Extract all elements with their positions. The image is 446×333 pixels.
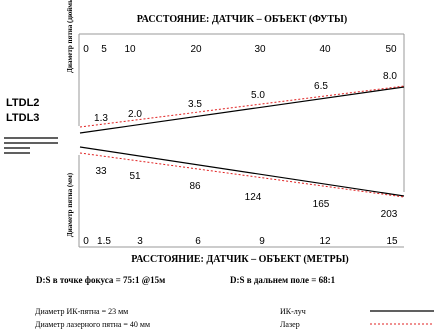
spot-inch-6: 8.0: [383, 71, 397, 82]
spot-mm-5: 165: [313, 199, 330, 210]
scale-feet-20: 20: [190, 44, 202, 55]
spot-mm-3: 86: [189, 181, 201, 192]
scale-meters-6: 6: [195, 236, 201, 247]
axis-label-inches: Диаметр пятна (дюймы): [66, 0, 74, 73]
title-feet: РАССТОЯНИЕ: ДАТЧИК – ОБЪЕКТ (ФУТЫ): [137, 14, 347, 25]
scale-feet-30: 30: [254, 44, 266, 55]
spot-inch-3: 3.5: [188, 99, 202, 110]
legend-ir-label: ИК-луч: [280, 307, 306, 316]
spot-inch-1: 1.3: [94, 113, 108, 124]
laser-beam-upper: [79, 85, 405, 128]
legend-ir-diameter: Диаметр ИК-пятна = 23 мм: [35, 307, 128, 316]
spot-inch-2: 2.0: [128, 109, 142, 120]
title-meters: РАССТОЯНИЕ: ДАТЧИК – ОБЪЕКТ (МЕТРЫ): [131, 254, 348, 265]
scale-meters-1-5: 1.5: [97, 236, 111, 247]
spot-inch-5: 6.5: [314, 81, 328, 92]
model-label-ltdl3: LTDL3: [6, 112, 39, 124]
scale-meters-12: 12: [319, 236, 331, 247]
ratio-focus: D:S в точке фокуса = 75:1 @15м: [36, 275, 165, 285]
model-label-ltdl2: LTDL2: [6, 97, 39, 109]
scale-feet-0: 0: [83, 44, 89, 55]
scale-meters-15: 15: [386, 236, 398, 247]
scale-feet-40: 40: [319, 44, 331, 55]
scale-meters-9: 9: [259, 236, 265, 247]
spot-inch-4: 5.0: [251, 90, 265, 101]
ratio-far-field: D:S в дальнем поле = 68:1: [230, 275, 336, 285]
scale-feet-5: 5: [101, 44, 107, 55]
spot-mm-4: 124: [245, 192, 262, 203]
spot-mm-1: 33: [95, 166, 107, 177]
axis-label-mm: Диаметр пятна (мм): [66, 172, 74, 237]
ir-beam-lower: [79, 146, 405, 197]
legend-laser-label: Лазер: [280, 320, 300, 329]
laser-beam-lower: [79, 152, 405, 198]
scale-meters-0: 0: [83, 236, 89, 247]
ir-beam-upper: [79, 86, 405, 134]
scale-meters-3: 3: [137, 236, 143, 247]
scale-feet-50: 50: [385, 44, 397, 55]
spot-mm-2: 51: [129, 171, 141, 182]
scale-feet-10: 10: [124, 44, 136, 55]
spot-mm-6: 203: [381, 209, 398, 220]
legend-laser-diameter: Диаметр лазерного пятна = 40 мм: [35, 320, 150, 329]
